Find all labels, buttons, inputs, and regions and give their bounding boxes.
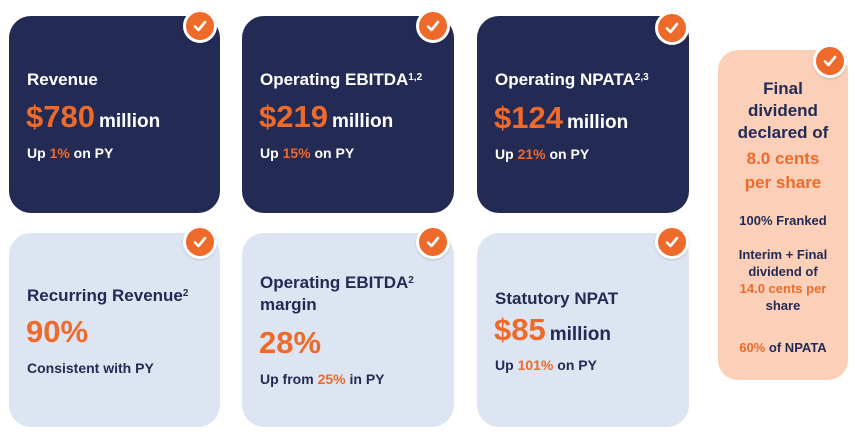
npat-unit: million (549, 324, 611, 345)
checkmark-icon (416, 9, 450, 43)
interim-amount: 14.0 cents per (739, 281, 827, 296)
ebitda-change-suffix: on PY (310, 145, 355, 161)
revenue-unit: million (98, 111, 161, 132)
dividend-heading-line: dividend (748, 101, 818, 120)
recurring-label: Recurring Revenue2 (27, 285, 188, 307)
ebitda-superscript: 1,2 (408, 72, 423, 83)
npat-change: Up 101% on PY (495, 357, 597, 373)
interim-line: dividend of (748, 264, 818, 279)
npat-change-value: 101% (517, 357, 554, 373)
npata-change-prefix: Up (495, 146, 518, 162)
npata-payout-pct: 60% (739, 340, 766, 355)
npata-superscript: 2,3 (634, 72, 649, 83)
margin-change-value: 25% (317, 371, 346, 387)
npat-label: Statutory NPAT (495, 289, 619, 308)
recurring-label-text: Recurring Revenue (27, 286, 183, 305)
npat-value: $85 million (494, 312, 611, 348)
npata-card: Operating NPATA2,3 $124 million Up 21% on… (477, 16, 689, 213)
ebitda-margin-card: Operating EBITDA2 margin 28% Up from 25%… (242, 233, 454, 427)
ebitda-label: Operating EBITDA1,2 (260, 69, 422, 91)
npat-change-prefix: Up (495, 357, 518, 373)
npat-change-suffix: on PY (553, 357, 597, 373)
margin-change: Up from 25% in PY (260, 371, 385, 387)
margin-superscript: 2 (408, 275, 414, 286)
interim-tail: share (765, 298, 801, 313)
revenue-change-value: 1% (49, 145, 70, 161)
dividend-amount-line: 8.0 cents (746, 149, 820, 168)
checkmark-icon (813, 44, 847, 78)
npata-payout: 60% of NPATA (718, 340, 848, 355)
ebitda-amount: $219 (259, 99, 328, 134)
dividend-amount-line: per share (744, 173, 822, 192)
checkmark-icon (655, 11, 689, 45)
margin-value: 28% (259, 325, 321, 361)
margin-change-suffix: in PY (345, 371, 385, 387)
recurring-value: 90% (26, 314, 88, 350)
npata-value: $124 million (494, 100, 628, 136)
npata-unit: million (566, 112, 629, 133)
npata-label-text: Operating NPATA (495, 70, 635, 89)
ebitda-label-text: Operating EBITDA (260, 70, 409, 89)
revenue-card: Revenue $780 million Up 1% on PY (9, 16, 220, 213)
statutory-npat-card: Statutory NPAT $85 million Up 101% on PY (477, 233, 689, 427)
margin-amount: 28% (259, 325, 322, 360)
dividend-card: Final dividend declared of 8.0 cents per… (718, 50, 848, 380)
interim-dividend: Interim + Final dividend of 14.0 cents p… (718, 246, 848, 314)
ebitda-unit: million (331, 111, 394, 132)
ebitda-change-prefix: Up (260, 145, 283, 161)
ebitda-value: $219 million (259, 99, 393, 135)
recurring-revenue-card: Recurring Revenue2 90% Consistent with P… (9, 233, 220, 427)
dividend-amount: 8.0 cents per share (718, 147, 848, 195)
revenue-amount: $780 (26, 99, 95, 134)
margin-label: Operating EBITDA2 margin (260, 272, 414, 316)
checkmark-icon (655, 225, 689, 259)
checkmark-icon (183, 225, 217, 259)
recurring-amount: 90% (26, 314, 89, 349)
dividend-heading: Final dividend declared of (718, 78, 848, 144)
revenue-change: Up 1% on PY (27, 145, 113, 161)
npat-amount: $85 (494, 312, 546, 347)
npata-label: Operating NPATA2,3 (495, 69, 649, 91)
checkmark-icon (183, 9, 217, 43)
npata-change-value: 21% (517, 146, 546, 162)
revenue-change-suffix: on PY (69, 145, 114, 161)
recurring-note: Consistent with PY (27, 360, 154, 376)
margin-label-line1: Operating EBITDA (260, 273, 409, 292)
recurring-superscript: 2 (182, 288, 189, 299)
ebitda-change: Up 15% on PY (260, 145, 354, 161)
npata-change-suffix: on PY (545, 146, 590, 162)
npata-payout-suffix: of NPATA (765, 340, 827, 355)
npata-amount: $124 (494, 100, 563, 135)
dividend-heading-line: declared of (737, 123, 829, 142)
revenue-label: Revenue (27, 70, 98, 89)
interim-line: Interim + Final (738, 247, 828, 262)
revenue-change-prefix: Up (27, 145, 50, 161)
ebitda-card: Operating EBITDA1,2 $219 million Up 15% o… (242, 16, 454, 213)
revenue-value: $780 million (26, 99, 160, 135)
franked-note: 100% Franked (739, 213, 827, 228)
dividend-heading-line: Final (763, 79, 803, 98)
margin-change-prefix: Up from (260, 371, 318, 387)
ebitda-change-value: 15% (282, 145, 311, 161)
npata-change: Up 21% on PY (495, 146, 589, 162)
checkmark-icon (416, 225, 450, 259)
margin-label-line2: margin (260, 295, 317, 314)
